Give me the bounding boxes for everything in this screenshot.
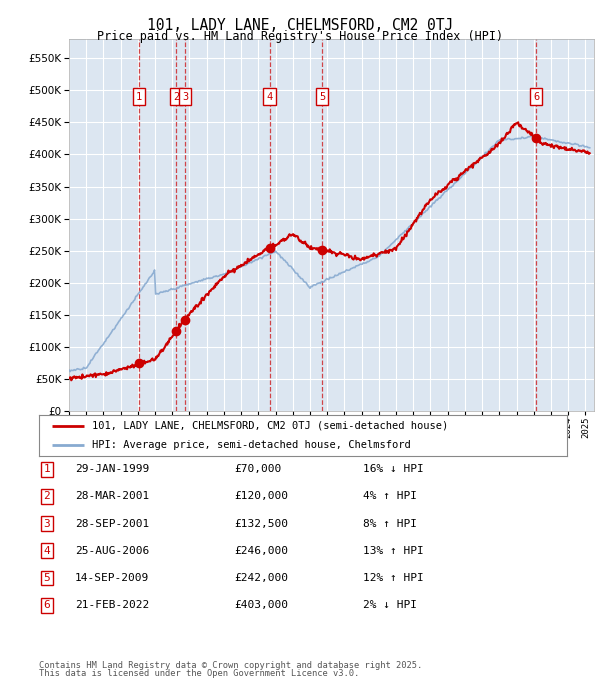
Text: £70,000: £70,000 [234,464,281,474]
Text: 6: 6 [43,600,50,610]
Text: 12% ↑ HPI: 12% ↑ HPI [363,573,424,583]
Text: Contains HM Land Registry data © Crown copyright and database right 2025.: Contains HM Land Registry data © Crown c… [39,660,422,670]
Text: 1: 1 [136,92,142,101]
Text: 101, LADY LANE, CHELMSFORD, CM2 0TJ (semi-detached house): 101, LADY LANE, CHELMSFORD, CM2 0TJ (sem… [92,421,448,431]
Text: 4% ↑ HPI: 4% ↑ HPI [363,492,417,501]
Text: 5: 5 [43,573,50,583]
Text: 2: 2 [43,492,50,501]
Text: £120,000: £120,000 [234,492,288,501]
Text: Price paid vs. HM Land Registry's House Price Index (HPI): Price paid vs. HM Land Registry's House … [97,29,503,43]
Text: 5: 5 [319,92,325,101]
Text: 8% ↑ HPI: 8% ↑ HPI [363,519,417,528]
Text: £403,000: £403,000 [234,600,288,610]
Text: £132,500: £132,500 [234,519,288,528]
Text: HPI: Average price, semi-detached house, Chelmsford: HPI: Average price, semi-detached house,… [92,439,410,449]
Text: 16% ↓ HPI: 16% ↓ HPI [363,464,424,474]
Text: 25-AUG-2006: 25-AUG-2006 [75,546,149,556]
Text: 14-SEP-2009: 14-SEP-2009 [75,573,149,583]
Text: This data is licensed under the Open Government Licence v3.0.: This data is licensed under the Open Gov… [39,668,359,678]
Text: 28-MAR-2001: 28-MAR-2001 [75,492,149,501]
Text: 21-FEB-2022: 21-FEB-2022 [75,600,149,610]
Text: 3: 3 [182,92,188,101]
Text: 13% ↑ HPI: 13% ↑ HPI [363,546,424,556]
Text: 6: 6 [533,92,539,101]
Text: 29-JAN-1999: 29-JAN-1999 [75,464,149,474]
Text: 1: 1 [43,464,50,474]
Text: 4: 4 [43,546,50,556]
Text: 2% ↓ HPI: 2% ↓ HPI [363,600,417,610]
Text: 4: 4 [266,92,272,101]
Text: 28-SEP-2001: 28-SEP-2001 [75,519,149,528]
Text: £246,000: £246,000 [234,546,288,556]
Text: 2: 2 [173,92,179,101]
Text: 101, LADY LANE, CHELMSFORD, CM2 0TJ: 101, LADY LANE, CHELMSFORD, CM2 0TJ [147,18,453,33]
Text: £242,000: £242,000 [234,573,288,583]
Text: 3: 3 [43,519,50,528]
